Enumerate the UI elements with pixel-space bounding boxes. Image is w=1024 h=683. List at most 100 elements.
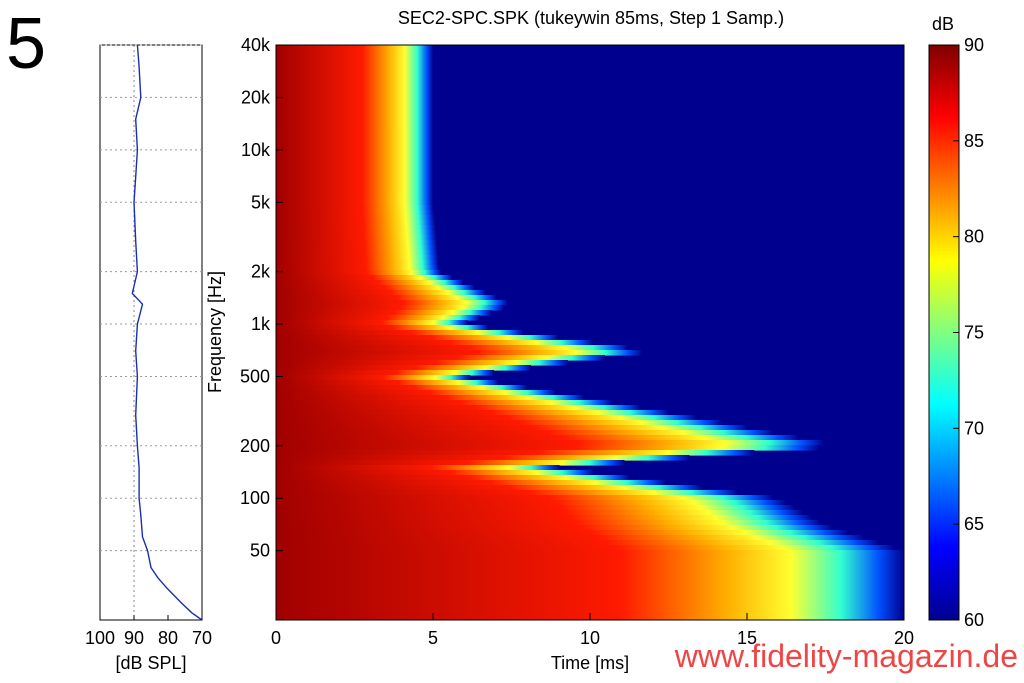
heatmap-row [276, 380, 499, 386]
heatmap-row [276, 190, 433, 196]
heatmap-row [276, 215, 435, 221]
heatmap-row [276, 530, 848, 536]
heatmap-row [276, 45, 433, 51]
colorbar-tick-label: 80 [964, 227, 984, 247]
side-plot-x-label: [dB SPL] [115, 653, 186, 673]
colorbar-tick-label: 75 [964, 323, 984, 343]
heatmap-row [276, 55, 433, 61]
heatmap-row [276, 330, 524, 336]
heatmap-row [276, 60, 433, 66]
heatmap-x-tick-label: 15 [737, 628, 757, 648]
heatmap-row [276, 400, 613, 406]
heatmap-x-label: Time [ms] [551, 653, 629, 673]
heatmap-row [276, 170, 433, 176]
heatmap-row [276, 430, 774, 436]
heatmap-row [276, 325, 489, 331]
heatmap-row [276, 365, 531, 371]
heatmap-row [276, 95, 433, 101]
heatmap-row [276, 270, 442, 276]
heatmap-row [276, 75, 433, 81]
heatmap-row [276, 70, 433, 76]
heatmap-row [276, 515, 813, 521]
heatmap-row [276, 445, 820, 451]
heatmap-x-tick-label: 10 [580, 628, 600, 648]
heatmap-row [276, 450, 755, 456]
heatmap-y-tick-label: 20k [241, 87, 271, 107]
heatmap-row [276, 205, 434, 211]
heatmap-row [276, 135, 433, 141]
heatmap-row [276, 260, 439, 266]
heatmap-row [276, 550, 904, 556]
heatmap-row [276, 130, 433, 136]
heatmap-row [276, 230, 436, 236]
heatmap-row [276, 375, 471, 381]
side-plot-curve-layer [131, 44, 203, 621]
heatmap-x-tick-label: 5 [428, 628, 438, 648]
heatmap-y-tick-label: 200 [240, 436, 270, 456]
heatmap-row [276, 140, 433, 146]
heatmap-row [276, 285, 475, 291]
figure-number: 5 [6, 4, 47, 84]
heatmap-row [276, 300, 508, 306]
colorbar-tick-label: 90 [964, 35, 984, 55]
heatmap-row [276, 150, 433, 156]
heatmap-row [276, 610, 904, 616]
colorbar-tick-label: 85 [964, 131, 984, 151]
heatmap-row [276, 305, 504, 311]
heatmap-row [276, 415, 697, 421]
heatmap-row [276, 290, 486, 296]
heatmap-y-tick-label: 2k [251, 262, 271, 282]
heatmap-row [276, 355, 605, 361]
heatmap-row [276, 255, 439, 261]
side-plot-gridlines [100, 44, 202, 552]
heatmap-row [276, 490, 738, 496]
colorbar-tick-label: 60 [964, 610, 984, 630]
heatmap-row [276, 245, 438, 251]
side-plot-x-tick-label: 80 [158, 628, 178, 648]
heatmap-row [276, 535, 864, 541]
heatmap-row [276, 295, 497, 301]
heatmap-row [276, 225, 436, 231]
heatmap-row [276, 180, 433, 186]
heatmap-row [276, 65, 433, 71]
heatmap-row [276, 575, 904, 581]
heatmap-row [276, 90, 433, 96]
heatmap-row [276, 350, 643, 356]
heatmap-row [276, 480, 666, 486]
heatmap-x-tick-label: 0 [271, 628, 281, 648]
side-plot-x-tick-label: 100 [85, 628, 115, 648]
side-plot-frame [99, 44, 203, 621]
heatmap-y-ticks: 40k 20k 10k 5k 2k 1k 500 200 100 50 [240, 35, 283, 561]
heatmap-row [276, 475, 630, 481]
heatmap-row [276, 100, 433, 106]
heatmap-row [276, 410, 670, 416]
heatmap-row [276, 420, 722, 426]
heatmap-row [276, 600, 904, 606]
heatmap-row [276, 540, 879, 546]
heatmap-row [276, 520, 821, 526]
heatmap-row [276, 370, 494, 376]
heatmap-row [276, 345, 629, 351]
heatmap-row [276, 585, 904, 591]
heatmap-row [276, 405, 641, 411]
heatmap-row [276, 320, 469, 326]
heatmap-y-tick-label: 5k [251, 192, 271, 212]
heatmap-row [276, 555, 904, 561]
heatmap-row [276, 85, 433, 91]
heatmap-row [276, 120, 433, 126]
heatmap-y-tick-label: 100 [240, 488, 270, 508]
heatmap-row [276, 105, 433, 111]
heatmap-rows [276, 45, 904, 620]
side-plot-spl-line [131, 44, 203, 621]
heatmap-row [276, 195, 433, 201]
heatmap-row [276, 280, 464, 286]
heatmap-y-label: Frequency [Hz] [205, 271, 225, 393]
heatmap-row [276, 385, 527, 391]
heatmap-y-tick-label: 500 [240, 366, 270, 386]
heatmap-row [276, 235, 437, 241]
watermark: www.fidelity-magazin.de [674, 638, 1018, 674]
heatmap-row [276, 470, 594, 476]
heatmap-row [276, 485, 702, 491]
heatmap-y-tick-label: 1k [251, 314, 271, 334]
